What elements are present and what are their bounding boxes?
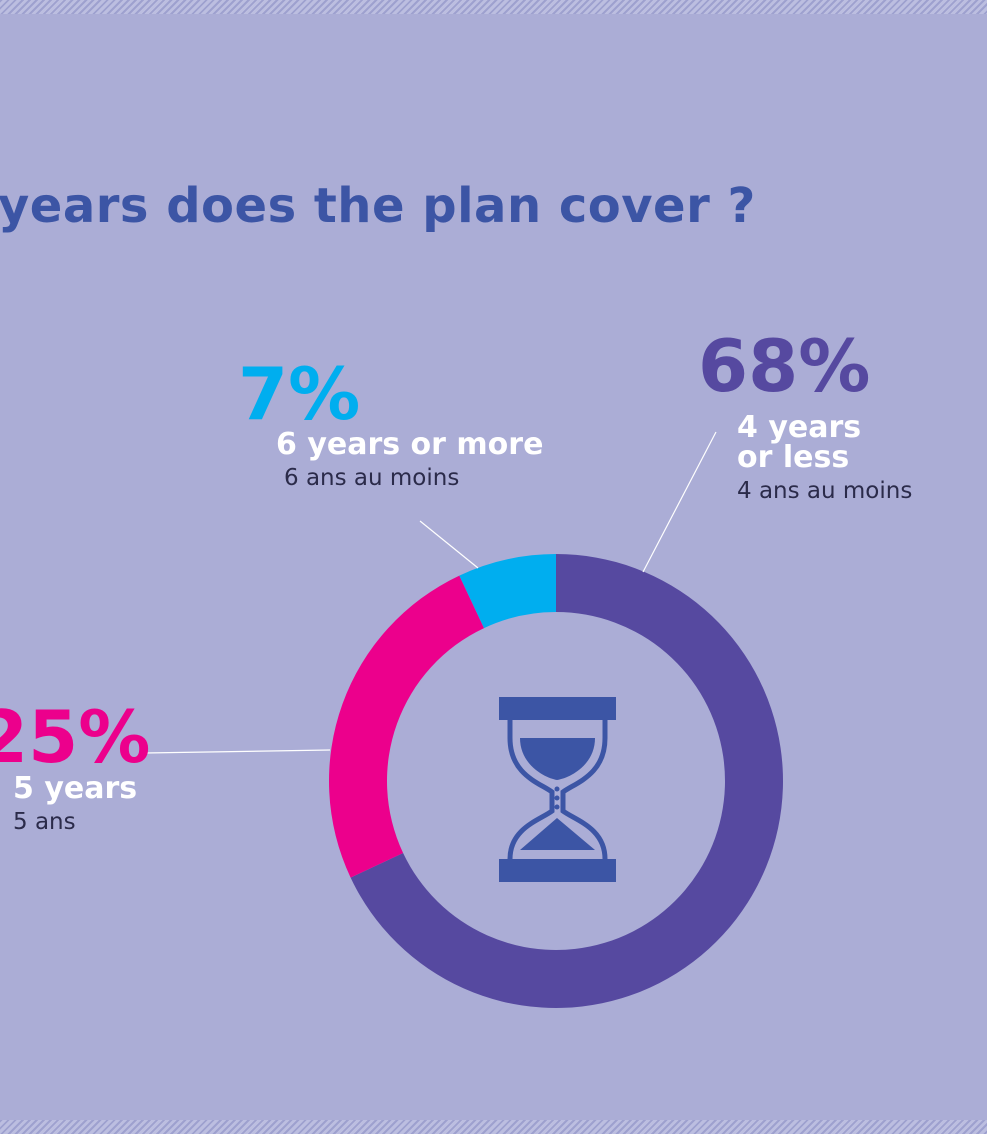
leader-line-7	[419, 520, 479, 569]
leader-line-25	[144, 749, 331, 754]
leader-line-68	[642, 431, 717, 573]
slice-label-fr-68: 4 ans au moins	[737, 478, 913, 504]
value-label-7: 7%	[238, 352, 361, 436]
donut-slice-25	[329, 575, 485, 878]
label-7-text: 6 years or more 6 ans au moins	[276, 430, 543, 492]
top-hatch-border	[0, 0, 987, 14]
hourglass-icon	[499, 697, 616, 882]
slice-label-25: 5 years	[13, 771, 138, 806]
donut-slice-7	[459, 554, 556, 629]
slice-label-fr-7: 6 ans au moins	[284, 465, 460, 491]
chart-title: years does the plan cover ?	[0, 178, 756, 234]
slice-label-fr-25: 5 ans	[13, 809, 76, 835]
label-7: 7%	[238, 358, 360, 430]
label-25: 25%	[0, 701, 150, 773]
label-68-text: 4 years or less 4 ans au moins	[737, 413, 912, 505]
label-25-text: 5 years 5 ans	[13, 774, 137, 836]
slice-label-68: 4 years or less	[737, 410, 862, 475]
value-label-68: 68%	[698, 324, 871, 408]
slice-label-7: 6 years or more	[276, 427, 544, 462]
value-label-25: 25%	[0, 695, 151, 779]
label-68: 68%	[698, 330, 870, 402]
bottom-hatch-border	[0, 1120, 987, 1134]
